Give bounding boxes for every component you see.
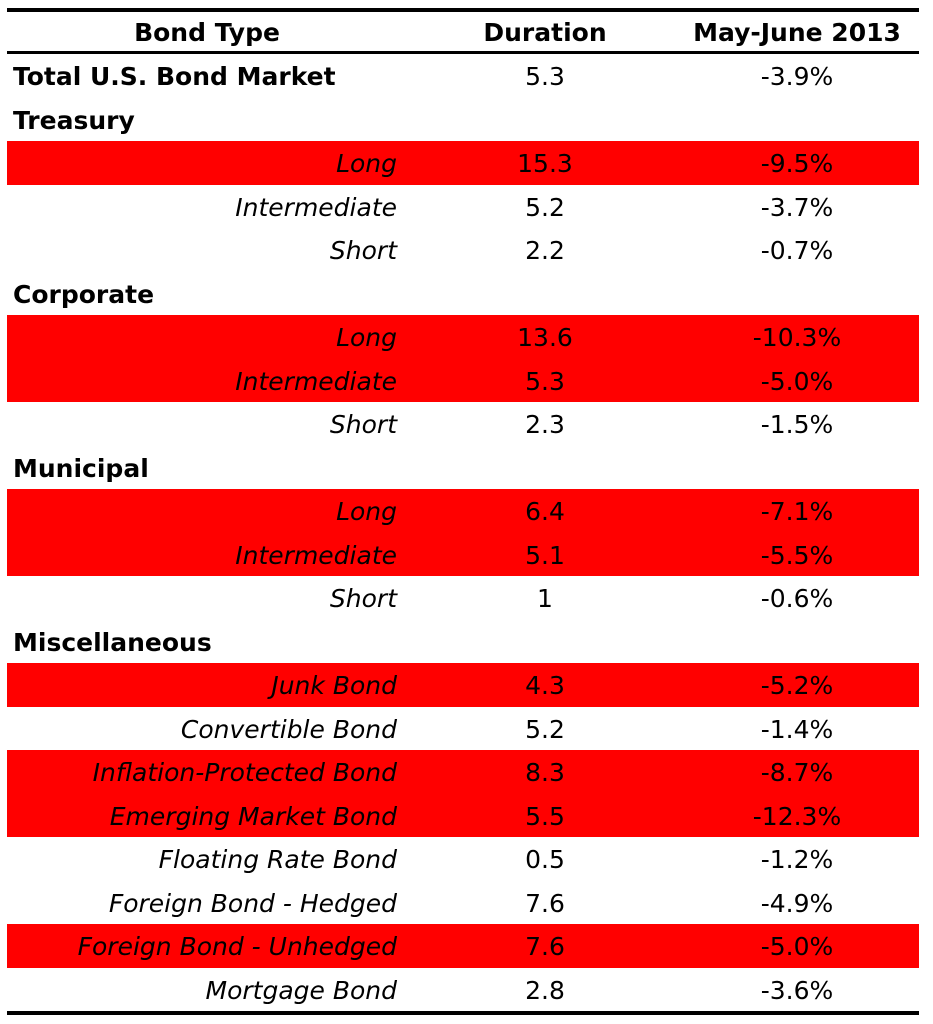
bond-type-label: Short <box>329 410 397 439</box>
column-header-duration: Duration <box>483 18 607 47</box>
duration-value: 5.3 <box>525 366 565 396</box>
return-value: -5.5% <box>760 540 834 570</box>
table-row: Short 2.2 -0.7% <box>7 228 919 272</box>
table-group-row: Miscellaneous <box>7 620 919 664</box>
table-top-rule <box>7 8 919 12</box>
bond-type-label: Floating Rate Bond <box>158 845 397 874</box>
duration-value: 5.3 <box>525 62 565 91</box>
duration-value: 1 <box>537 584 553 613</box>
table-row: Long 6.4 -7.1% <box>7 489 919 533</box>
bond-type-label: Long <box>336 149 397 178</box>
return-value: -9.5% <box>760 149 834 178</box>
return-value: -5.2% <box>760 671 834 700</box>
group-label: Total U.S. Bond Market <box>13 62 336 91</box>
group-label: Miscellaneous <box>13 627 212 657</box>
bond-type-label: Emerging Market Bond <box>109 801 397 831</box>
return-value: -8.7% <box>760 758 834 787</box>
bond-type-label: Mortgage Bond <box>205 975 398 1005</box>
return-value: -3.7% <box>760 192 834 222</box>
bond-type-label: Intermediate <box>235 540 397 570</box>
duration-value: 5.1 <box>525 540 565 570</box>
return-value: -1.5% <box>760 410 834 439</box>
table-row: Foreign Bond - Unhedged 7.6 -5.0% <box>7 924 919 968</box>
return-value: -7.1% <box>760 497 834 526</box>
group-label: Treasury <box>13 105 135 135</box>
return-value: -5.0% <box>760 366 834 396</box>
duration-value: 13.6 <box>517 323 573 352</box>
table-header-row: Bond Type Duration May-June 2013 <box>7 12 919 51</box>
duration-value: 0.5 <box>525 845 565 874</box>
table-group-row: Corporate <box>7 272 919 316</box>
table-row: Floating Rate Bond 0.5 -1.2% <box>7 837 919 881</box>
table-row: Intermediate 5.1 -5.5% <box>7 532 919 576</box>
return-value: -1.4% <box>760 714 834 744</box>
column-header-may-june-2013: May-June 2013 <box>693 18 901 47</box>
return-value: -4.9% <box>760 888 834 918</box>
duration-value: 7.6 <box>525 932 565 961</box>
table-body: Total U.S. Bond Market 5.3 -3.9% Treasury Lo… <box>7 54 919 1011</box>
bond-type-label: Convertible Bond <box>180 714 397 744</box>
table-row: Emerging Market Bond 5.5 -12.3% <box>7 793 919 837</box>
table-row: Junk Bond 4.3 -5.2% <box>7 663 919 707</box>
duration-value: 6.4 <box>525 497 565 526</box>
duration-value: 5.5 <box>525 801 565 831</box>
return-value: -3.9% <box>760 62 834 91</box>
table-group-row: Total U.S. Bond Market 5.3 -3.9% <box>7 54 919 98</box>
bond-type-label: Foreign Bond - Hedged <box>108 888 397 918</box>
duration-value: 5.2 <box>525 714 565 744</box>
table-row: Intermediate 5.3 -5.0% <box>7 358 919 402</box>
table-group-row: Treasury <box>7 98 919 142</box>
group-label: Municipal <box>13 453 149 483</box>
bond-type-label: Foreign Bond - Unhedged <box>77 932 397 961</box>
bond-type-label: Short <box>329 236 397 265</box>
return-value: -12.3% <box>752 801 842 831</box>
table-row: Foreign Bond - Hedged 7.6 -4.9% <box>7 881 919 925</box>
table-row: Mortgage Bond 2.8 -3.6% <box>7 968 919 1012</box>
table-row: Inflation-Protected Bond 8.3 -8.7% <box>7 750 919 794</box>
duration-value: 2.8 <box>525 975 565 1005</box>
table-group-row: Municipal <box>7 446 919 490</box>
bond-type-label: Intermediate <box>235 366 397 396</box>
bond-type-label: Inflation-Protected Bond <box>92 758 397 787</box>
table-bottom-rule <box>7 1011 919 1015</box>
duration-value: 2.2 <box>525 236 565 265</box>
return-value: -10.3% <box>752 323 842 352</box>
duration-value: 7.6 <box>525 888 565 918</box>
return-value: -5.0% <box>760 932 834 961</box>
bond-type-label: Long <box>336 323 397 352</box>
table-header-rule <box>7 51 919 54</box>
duration-value: 15.3 <box>517 149 573 178</box>
bond-type-label: Intermediate <box>235 192 397 222</box>
table-row: Short 2.3 -1.5% <box>7 402 919 446</box>
return-value: -3.6% <box>760 975 834 1005</box>
bond-type-label: Long <box>336 497 397 526</box>
return-value: -0.7% <box>760 236 834 265</box>
return-value: -1.2% <box>760 845 834 874</box>
duration-value: 8.3 <box>525 758 565 787</box>
duration-value: 5.2 <box>525 192 565 222</box>
duration-value: 2.3 <box>525 410 565 439</box>
table-row: Short 1 -0.6% <box>7 576 919 620</box>
bond-type-label: Short <box>329 584 397 613</box>
column-header-bond-type: Bond Type <box>134 18 280 47</box>
table-row: Long 15.3 -9.5% <box>7 141 919 185</box>
table-row: Convertible Bond 5.2 -1.4% <box>7 707 919 751</box>
group-label: Corporate <box>13 279 155 309</box>
bond-type-label: Junk Bond <box>271 671 397 700</box>
return-value: -0.6% <box>760 584 834 613</box>
table-row: Long 13.6 -10.3% <box>7 315 919 359</box>
table-row: Intermediate 5.2 -3.7% <box>7 185 919 229</box>
duration-value: 4.3 <box>525 671 565 700</box>
